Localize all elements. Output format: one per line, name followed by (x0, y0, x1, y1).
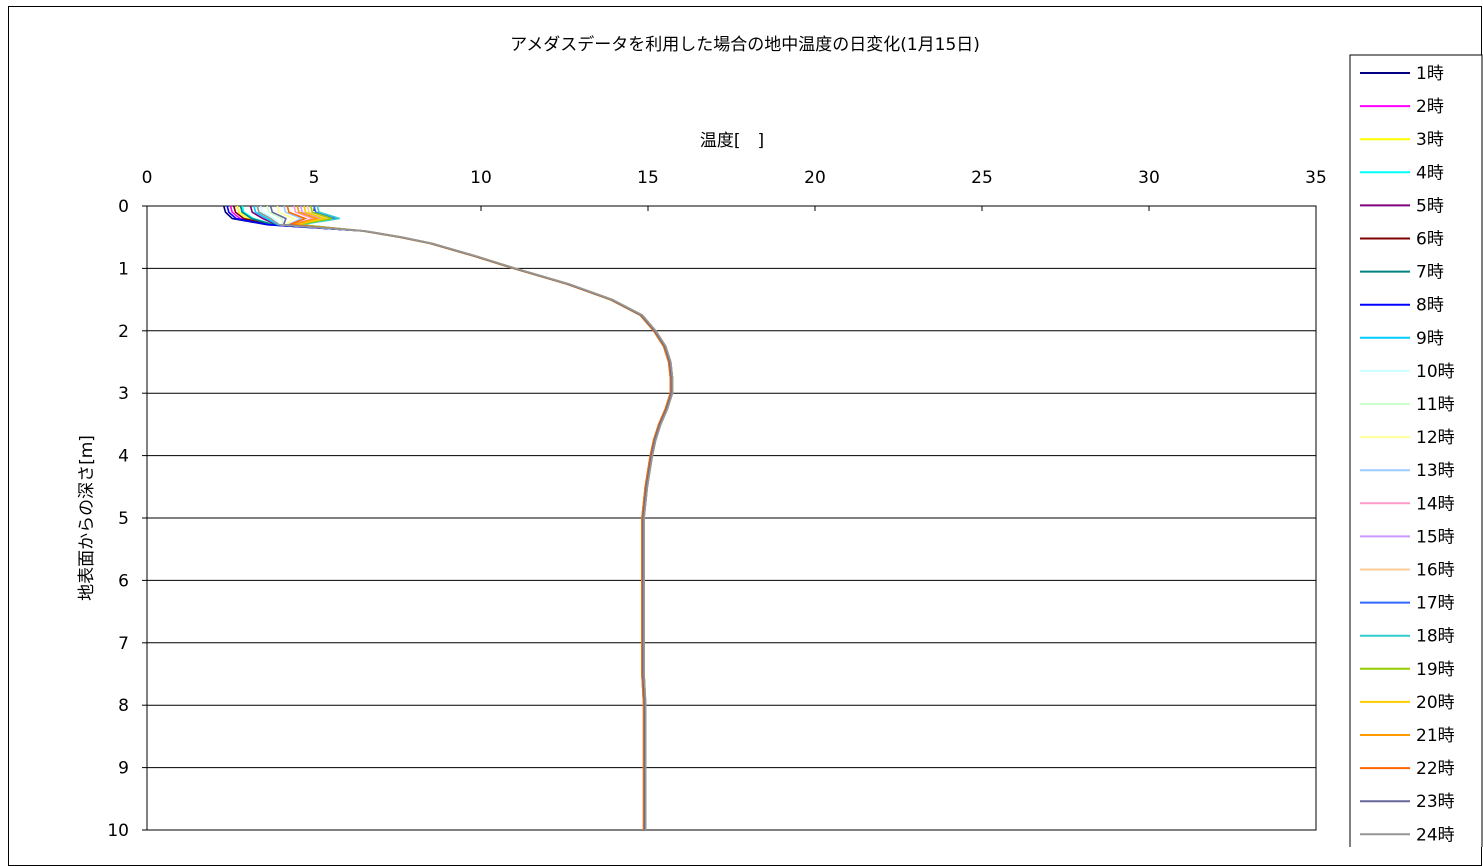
y-tick-label-8: 8 (118, 696, 129, 716)
y-tick-label-1: 1 (118, 259, 129, 279)
x-axis-ticks: 0 5 10 15 20 25 30 35 (142, 168, 1327, 211)
legend-label-3: 3時 (1416, 130, 1444, 150)
x-tick-label-5: 5 (309, 168, 320, 188)
series-lines (223, 205, 674, 830)
legend-label-7: 7時 (1416, 263, 1444, 283)
legend (1349, 54, 1483, 847)
legend-label-12: 12時 (1416, 428, 1455, 448)
y-tick-label-10: 10 (107, 821, 129, 841)
legend-label-2: 2時 (1416, 97, 1444, 117)
legend-label-14: 14時 (1416, 494, 1455, 514)
legend-label-10: 10時 (1416, 362, 1455, 382)
legend-label-16: 16時 (1416, 561, 1455, 581)
y-tick-label-4: 4 (118, 447, 129, 467)
legend-label-5: 5時 (1416, 196, 1444, 216)
y-axis-title: 地表面からの深さ[m] (77, 435, 97, 601)
legend-label-9: 9時 (1416, 329, 1444, 349)
series-line-24 (256, 205, 674, 830)
gridlines (147, 267, 1316, 769)
legend-label-21: 21時 (1416, 726, 1455, 746)
depth-temperature-chart: アメダスデータを利用した場合の地中温度の日変化(1月15日) 温度[ ] 地表面… (77, 34, 1483, 847)
legend-label-23: 23時 (1416, 792, 1455, 812)
legend-label-15: 15時 (1416, 527, 1455, 547)
legend-label-19: 19時 (1416, 660, 1455, 680)
x-axis-title: 温度[ ] (700, 131, 764, 151)
chart-title: アメダスデータを利用した場合の地中温度の日変化(1月15日) (510, 34, 980, 55)
legend-label-13: 13時 (1416, 461, 1455, 481)
y-axis-ticks: 0 1 2 3 4 5 6 7 8 9 10 (107, 197, 147, 841)
legend-label-6: 6時 (1416, 230, 1444, 250)
legend-label-22: 22時 (1416, 759, 1455, 779)
y-tick-label-0: 0 (118, 197, 129, 217)
x-tick-label-25: 25 (971, 168, 993, 188)
x-tick-label-30: 30 (1138, 168, 1160, 188)
y-tick-label-9: 9 (118, 759, 129, 779)
legend-label-20: 20時 (1416, 693, 1455, 713)
y-tick-label-6: 6 (118, 571, 129, 591)
legend-label-11: 11時 (1416, 395, 1455, 415)
legend-label-24: 24時 (1416, 825, 1455, 845)
legend-label-4: 4時 (1416, 163, 1444, 183)
legend-label-18: 18時 (1416, 627, 1455, 647)
legend-label-17: 17時 (1416, 594, 1455, 614)
y-tick-label-3: 3 (118, 384, 129, 404)
x-tick-label-10: 10 (470, 168, 492, 188)
y-tick-label-2: 2 (118, 322, 129, 342)
y-tick-label-7: 7 (118, 634, 129, 654)
x-tick-label-0: 0 (142, 168, 153, 188)
legend-label-1: 1時 (1416, 64, 1444, 84)
y-tick-label-5: 5 (118, 509, 129, 529)
x-tick-label-20: 20 (804, 168, 826, 188)
legend-entries: 1時 2時 3時 4時 5時 6時 7時 8時 9時 10時 11時 12時 13時 14時 15時 16時 1… (1360, 64, 1455, 845)
x-tick-label-35: 35 (1305, 168, 1327, 188)
legend-label-8: 8時 (1416, 296, 1444, 316)
x-tick-label-15: 15 (637, 168, 659, 188)
